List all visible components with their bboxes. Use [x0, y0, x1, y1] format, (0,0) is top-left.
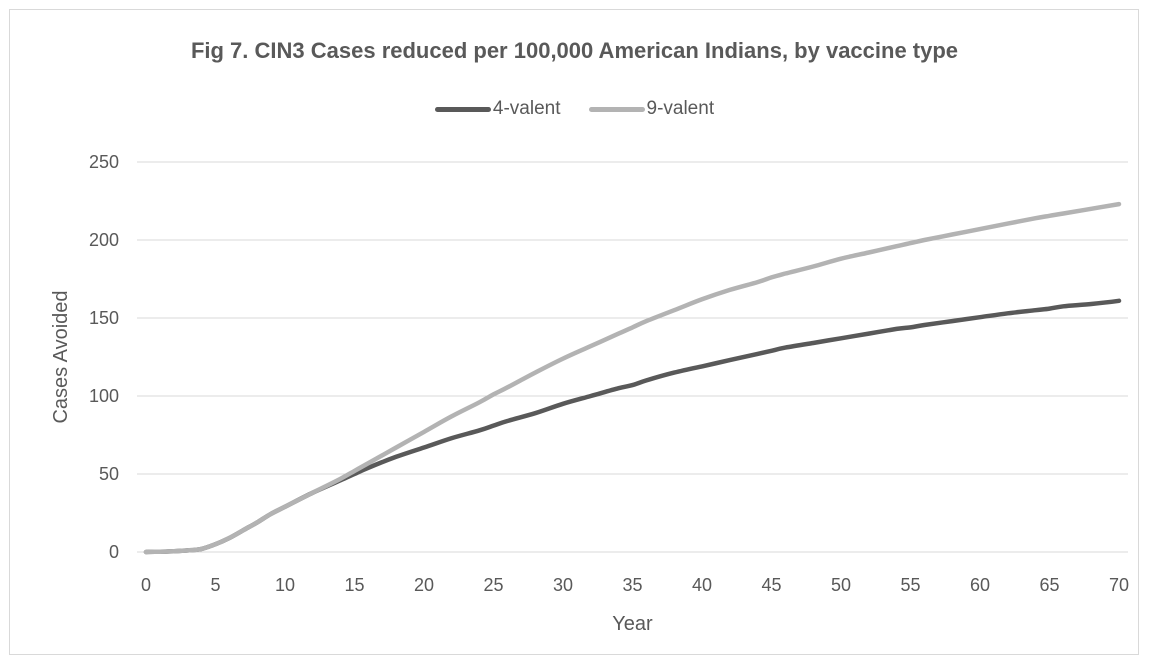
x-tick-label: 70 [1109, 575, 1129, 595]
legend-swatch-4-valent [434, 106, 491, 112]
x-axis-title: Year [612, 613, 653, 635]
series-lines [143, 201, 1122, 555]
gridlines [137, 161, 1128, 553]
legend-label-9-valent: 9-valent [646, 98, 715, 119]
legend-item-9-valent: 9-valent [588, 98, 715, 120]
series-line-4-valent [143, 298, 1122, 555]
x-tick-label: 45 [761, 575, 781, 595]
x-tick-label: 15 [344, 575, 364, 595]
legend-item-4-valent: 4-valent [434, 98, 561, 120]
x-tick-label: 50 [831, 575, 851, 595]
x-tick-label: 65 [1039, 575, 1059, 595]
y-axis-title: Cases Avoided [50, 290, 72, 423]
series-line-9-valent [143, 201, 1122, 555]
x-tick-label: 55 [900, 575, 920, 595]
x-tick-label: 35 [622, 575, 642, 595]
x-tick-label: 5 [210, 575, 220, 595]
x-tick-label: 25 [483, 575, 503, 595]
y-axis-ticks: 0 50 100 150 200 250 [89, 152, 119, 562]
x-tick-label: 0 [141, 575, 151, 595]
chart-legend: 4-valent 9-valent [0, 98, 1149, 120]
legend-label-4-valent: 4-valent [492, 98, 561, 119]
x-axis-ticks: 0 5 10 15 20 25 30 35 40 45 50 55 60 65 70 [141, 575, 1129, 595]
x-tick-label: 20 [414, 575, 434, 595]
y-tick-label: 200 [89, 230, 119, 250]
x-tick-label: 30 [553, 575, 573, 595]
legend-swatch-9-valent [588, 106, 645, 112]
chart-title: Fig 7. CIN3 Cases reduced per 100,000 Am… [190, 38, 959, 63]
y-tick-label: 250 [89, 152, 119, 172]
x-tick-label: 10 [275, 575, 295, 595]
x-tick-label: 40 [692, 575, 712, 595]
y-tick-label: 0 [109, 542, 119, 562]
y-tick-label: 50 [99, 464, 119, 484]
y-tick-label: 100 [89, 386, 119, 406]
x-tick-label: 60 [970, 575, 990, 595]
y-tick-label: 150 [89, 308, 119, 328]
